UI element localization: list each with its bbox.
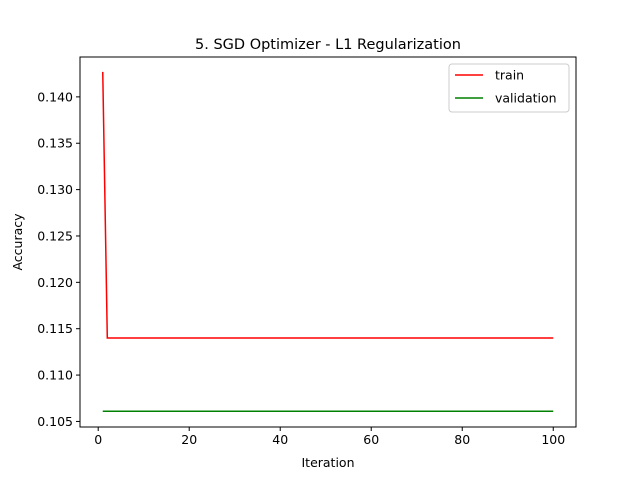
legend-box xyxy=(448,63,570,113)
x-tick-label: 80 xyxy=(454,432,470,447)
plot-area xyxy=(102,71,554,412)
legend-label-validation: validation xyxy=(495,91,557,106)
y-tick-label: 0.125 xyxy=(37,228,73,243)
y-tick-label: 0.105 xyxy=(37,414,73,429)
x-tick-label: 40 xyxy=(272,432,288,447)
series-line-train xyxy=(102,71,554,339)
x-axis-label: Iteration xyxy=(301,455,354,470)
y-axis-label: Accuracy xyxy=(10,213,25,271)
x-axis: 0 20 40 60 80 100 xyxy=(94,427,565,447)
x-tick-label: 60 xyxy=(363,432,379,447)
x-tick-label: 0 xyxy=(94,432,102,447)
y-tick-label: 0.140 xyxy=(37,89,73,104)
y-tick-label: 0.120 xyxy=(37,275,73,290)
legend: train validation xyxy=(448,63,570,113)
axes-frame xyxy=(79,56,577,428)
y-tick-label: 0.135 xyxy=(37,136,73,151)
chart-title: 5. SGD Optimizer - L1 Regularization xyxy=(195,37,461,53)
y-axis: 0.105 0.110 0.115 0.120 0.125 0.130 0.135 0.140 xyxy=(37,89,80,429)
y-tick-label: 0.130 xyxy=(37,182,73,197)
y-tick-label: 0.115 xyxy=(37,321,73,336)
legend-label-train: train xyxy=(495,68,524,83)
x-tick-label: 100 xyxy=(541,432,565,447)
y-tick-label: 0.110 xyxy=(37,368,73,383)
x-tick-label: 20 xyxy=(181,432,197,447)
